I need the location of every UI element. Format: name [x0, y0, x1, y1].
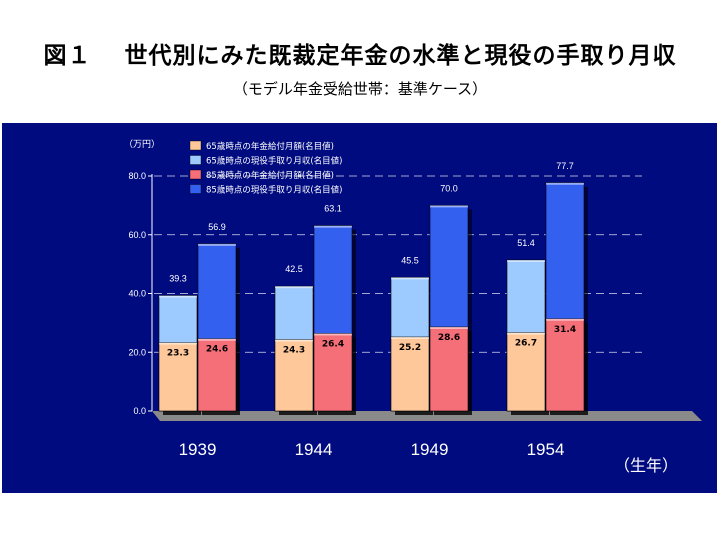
x-category-label: 1954	[527, 440, 565, 459]
legend-swatch	[189, 155, 202, 165]
chart-title: 図１ 世代別にみた既裁定年金の水準と現役の手取り月収	[43, 43, 677, 69]
y-tick-label: 80.0	[128, 171, 146, 181]
bar	[158, 342, 198, 412]
bar-top-highlight	[507, 260, 545, 263]
bar-front	[390, 336, 433, 415]
legend-swatch	[189, 140, 202, 151]
legend-label: 85歳時点の年金給付月額(名目値)	[206, 170, 334, 181]
bar	[506, 332, 546, 412]
bar-top-highlight	[198, 338, 236, 341]
bar-top-highlight	[275, 286, 313, 289]
bar	[313, 333, 353, 412]
bar-front	[158, 342, 201, 415]
bar	[197, 338, 237, 412]
bar	[545, 318, 585, 412]
bar-value-label: 51.4	[517, 238, 535, 248]
bar-top-highlight	[546, 182, 584, 185]
x-category-label: 1939	[179, 440, 217, 459]
legend-label: 65歳時点の現役手取り月収(名目値)	[206, 156, 342, 167]
bar	[274, 339, 314, 412]
legend-swatch	[189, 184, 202, 194]
bar-top-highlight	[507, 332, 545, 335]
bar-value-label: 45.5	[401, 255, 419, 265]
bar-top-highlight	[546, 318, 584, 321]
bar-value-label: 26.4	[322, 339, 344, 349]
bar-value-label: 39.3	[169, 274, 187, 284]
bar	[390, 336, 430, 412]
y-tick-label: 40.0	[128, 289, 146, 299]
x-unit-label: （生年）	[614, 456, 678, 475]
bar-front	[274, 339, 317, 415]
bar-front	[506, 332, 549, 415]
bar-top-highlight	[198, 243, 236, 246]
bar-top-highlight	[430, 205, 468, 208]
bar	[429, 326, 469, 412]
bar-front	[545, 318, 588, 415]
legend-label: 85歳時点の現役手取り月収(名目値)	[206, 185, 342, 196]
bar-front	[197, 338, 240, 415]
bar-top-highlight	[159, 295, 197, 298]
x-category-label: 1944	[295, 440, 333, 459]
y-tick-label: 60.0	[128, 230, 146, 240]
bar-value-label: 24.6	[206, 345, 228, 355]
bar-top-highlight	[430, 326, 468, 329]
bar-top-highlight	[314, 333, 352, 336]
bar-value-label: 56.9	[208, 222, 226, 232]
bar-front	[429, 326, 472, 415]
bar-value-label: 24.3	[283, 346, 305, 356]
bar-value-label: 42.5	[285, 264, 303, 274]
y-tick-label: 0.0	[133, 406, 146, 416]
bar-value-label: 23.3	[167, 349, 189, 359]
bar-value-label: 77.7	[556, 161, 574, 171]
legend-label: 65歳時点の年金給付月額(名目値)	[206, 141, 334, 152]
bar-front	[313, 333, 356, 415]
bar-value-label: 31.4	[554, 325, 576, 335]
bar-value-label: 70.0	[440, 183, 458, 193]
chart-panel: （万円） 0.0 20.0 40.0 60.0 80.0 39.3 56.9 42.5 63.1…	[2, 123, 717, 493]
chart-subtitle: （モデル年金受給世帯：基準ケース）	[232, 80, 488, 98]
bar-value-label: 25.2	[399, 343, 421, 353]
bar-value-label: 63.1	[324, 204, 342, 214]
bar-value-label: 26.7	[515, 339, 537, 349]
legend-swatch	[189, 169, 202, 180]
bar-value-label: 28.6	[438, 333, 460, 343]
bar-chart: （万円） 0.0 20.0 40.0 60.0 80.0 39.3 56.9 42.5 63.1…	[124, 139, 702, 475]
bar-top-highlight	[159, 342, 197, 345]
y-unit-label: （万円）	[124, 139, 160, 150]
y-tick-label: 20.0	[128, 347, 146, 357]
x-category-label: 1949	[411, 440, 449, 459]
bar-top-highlight	[391, 277, 429, 280]
bar-top-highlight	[391, 336, 429, 339]
bar-top-highlight	[275, 339, 313, 342]
bar-top-highlight	[314, 225, 352, 228]
